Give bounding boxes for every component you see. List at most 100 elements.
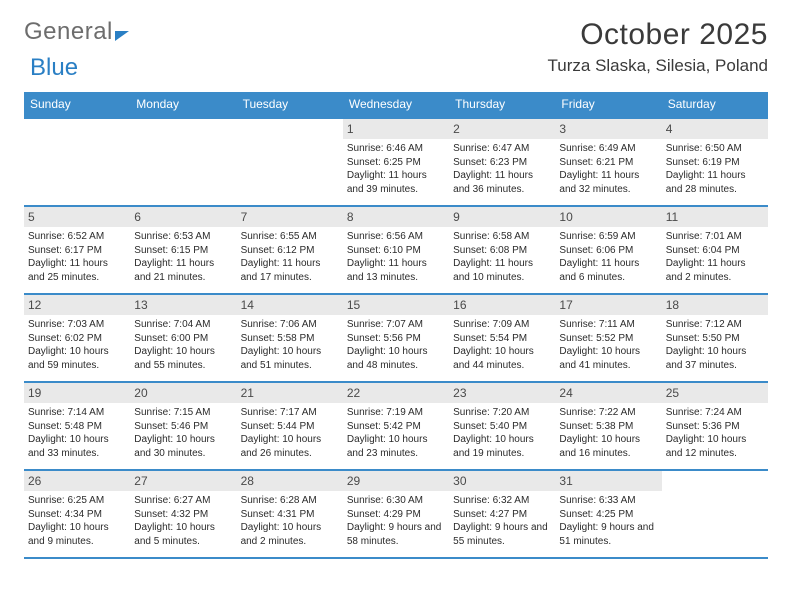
sunset: Sunset: 5:54 PM: [453, 332, 551, 346]
sunset: Sunset: 4:34 PM: [28, 508, 126, 522]
sunrise: Sunrise: 7:09 AM: [453, 318, 551, 332]
day-cell: [237, 119, 343, 205]
daylight: Daylight: 11 hours and 6 minutes.: [559, 257, 657, 284]
day-info: Sunrise: 6:53 AMSunset: 6:15 PMDaylight:…: [134, 230, 232, 284]
sunrise: Sunrise: 7:04 AM: [134, 318, 232, 332]
day-cell: 8Sunrise: 6:56 AMSunset: 6:10 PMDaylight…: [343, 207, 449, 293]
daylight: Daylight: 9 hours and 55 minutes.: [453, 521, 551, 548]
day-info: Sunrise: 7:01 AMSunset: 6:04 PMDaylight:…: [666, 230, 764, 284]
day-cell: 29 Sunrise: 6:30 AMSunset: 4:29 PMDayligh…: [343, 471, 449, 557]
calendar-page: General October 2025 Turza Slaska, Siles…: [0, 0, 792, 577]
sunrise: Sunrise: 6:25 AM: [28, 494, 126, 508]
day-number: 16: [449, 295, 555, 315]
day-cell: 7Sunrise: 6:55 AMSunset: 6:12 PMDaylight…: [237, 207, 343, 293]
sunset: Sunset: 4:25 PM: [559, 508, 657, 522]
sunset: Sunset: 6:02 PM: [28, 332, 126, 346]
sunrise: Sunrise: 6:28 AM: [241, 494, 339, 508]
day-number: 27: [130, 471, 236, 491]
day-info: Sunrise: 7:20 AMSunset: 5:40 PMDaylight:…: [453, 406, 551, 460]
sunrise: Sunrise: 6:30 AM: [347, 494, 445, 508]
sunset: Sunset: 6:15 PM: [134, 244, 232, 258]
sunset: Sunset: 5:52 PM: [559, 332, 657, 346]
weeks-container: 1Sunrise: 6:46 AMSunset: 6:25 PMDaylight…: [24, 117, 768, 557]
sunrise: Sunrise: 7:24 AM: [666, 406, 764, 420]
week-row: 5Sunrise: 6:52 AMSunset: 6:17 PMDaylight…: [24, 205, 768, 293]
week-row: 26 Sunrise: 6:25 AMSunset: 4:34 PM Dayligh…: [24, 469, 768, 557]
day-number: 20: [130, 383, 236, 403]
day-info: Sunrise: 6:30 AMSunset: 4:29 PMDaylight:…: [347, 494, 445, 548]
dayname: Sunday: [24, 92, 130, 117]
day-number: 8: [343, 207, 449, 227]
day-cell: 21Sunrise: 7:17 AMSunset: 5:44 PMDayligh…: [237, 383, 343, 469]
daylight: Daylight: 11 hours and 21 minutes.: [134, 257, 232, 284]
dayname: Saturday: [662, 92, 768, 117]
day-number: 29: [343, 471, 449, 491]
day-number: 15: [343, 295, 449, 315]
daylight: Daylight: 10 hours and 16 minutes.: [559, 433, 657, 460]
daylight: Daylight: 11 hours and 13 minutes.: [347, 257, 445, 284]
daylight: Daylight: 11 hours and 17 minutes.: [241, 257, 339, 284]
dayname: Thursday: [449, 92, 555, 117]
sunrise: Sunrise: 6:53 AM: [134, 230, 232, 244]
day-cell: 19Sunrise: 7:14 AMSunset: 5:48 PMDayligh…: [24, 383, 130, 469]
day-info: Sunrise: 6:49 AMSunset: 6:21 PMDaylight:…: [559, 142, 657, 196]
day-number: 31: [555, 471, 661, 491]
sunset: Sunset: 6:06 PM: [559, 244, 657, 258]
sunset: Sunset: 4:32 PM: [134, 508, 232, 522]
day-number: 2: [449, 119, 555, 139]
sunset: Sunset: 6:08 PM: [453, 244, 551, 258]
month-title: October 2025: [548, 18, 768, 52]
day-info: Sunrise: 7:03 AMSunset: 6:02 PMDaylight:…: [28, 318, 126, 372]
brand-text-gray: General: [24, 18, 113, 46]
day-info: Sunrise: 6:47 AMSunset: 6:23 PMDaylight:…: [453, 142, 551, 196]
day-number: 4: [662, 119, 768, 139]
day-number: 3: [555, 119, 661, 139]
day-cell: 26Sunrise: 6:25 AMSunset: 4:34 PMDayligh…: [24, 471, 130, 557]
sunrise: Sunrise: 7:07 AM: [347, 318, 445, 332]
sunrise: Sunrise: 6:32 AM: [453, 494, 551, 508]
daylight: Daylight: 11 hours and 39 minutes.: [347, 169, 445, 196]
day-cell: [24, 119, 130, 205]
dayname-row: Sunday Monday Tuesday Wednesday Thursday…: [24, 92, 768, 117]
sunrise: Sunrise: 6:27 AM: [134, 494, 232, 508]
calendar: Sunday Monday Tuesday Wednesday Thursday…: [24, 92, 768, 559]
daylight: Daylight: 10 hours and 33 minutes.: [28, 433, 126, 460]
sunrise: Sunrise: 7:22 AM: [559, 406, 657, 420]
sunset: Sunset: 6:04 PM: [666, 244, 764, 258]
day-number: 10: [555, 207, 661, 227]
sunset: Sunset: 6:25 PM: [347, 156, 445, 170]
day-cell: 17Sunrise: 7:11 AMSunset: 5:52 PMDayligh…: [555, 295, 661, 381]
day-number: 12: [24, 295, 130, 315]
day-number: 21: [237, 383, 343, 403]
day-number: 26: [24, 471, 130, 491]
daylight: Daylight: 10 hours and 51 minutes.: [241, 345, 339, 372]
day-info: Sunrise: 7:22 AMSunset: 5:38 PMDaylight:…: [559, 406, 657, 460]
day-info: Sunrise: 7:04 AMSunset: 6:00 PMDaylight:…: [134, 318, 232, 372]
day-cell: 9Sunrise: 6:58 AMSunset: 6:08 PMDaylight…: [449, 207, 555, 293]
day-cell: 12 Sunrise: 7:03 AMSunset: 6:02 PMDayligh…: [24, 295, 130, 381]
day-number: 7: [237, 207, 343, 227]
daylight: Daylight: 10 hours and 44 minutes.: [453, 345, 551, 372]
sunset: Sunset: 6:23 PM: [453, 156, 551, 170]
sunset: Sunset: 6:12 PM: [241, 244, 339, 258]
sunrise: Sunrise: 6:52 AM: [28, 230, 126, 244]
day-number: 23: [449, 383, 555, 403]
day-cell: 2 Sunrise: 6:47 AMSunset: 6:23 PMDaylight…: [449, 119, 555, 205]
day-info: Sunrise: 6:28 AMSunset: 4:31 PMDaylight:…: [241, 494, 339, 548]
daylight: Daylight: 10 hours and 41 minutes.: [559, 345, 657, 372]
daylight: Daylight: 10 hours and 48 minutes.: [347, 345, 445, 372]
day-number: 5: [24, 207, 130, 227]
day-info: Sunrise: 7:06 AMSunset: 5:58 PMDaylight:…: [241, 318, 339, 372]
sunrise: Sunrise: 7:20 AM: [453, 406, 551, 420]
day-info: Sunrise: 6:50 AMSunset: 6:19 PMDaylight:…: [666, 142, 764, 196]
sunset: Sunset: 6:00 PM: [134, 332, 232, 346]
daylight: Daylight: 11 hours and 28 minutes.: [666, 169, 764, 196]
day-number: 17: [555, 295, 661, 315]
day-number: 22: [343, 383, 449, 403]
brand-logo: General: [24, 18, 130, 46]
day-number: 18: [662, 295, 768, 315]
week-row: 12 Sunrise: 7:03 AMSunset: 6:02 PMDayligh…: [24, 293, 768, 381]
sunrise: Sunrise: 6:33 AM: [559, 494, 657, 508]
day-cell: 23 Sunrise: 7:20 AMSunset: 5:40 PMDayligh…: [449, 383, 555, 469]
day-cell: 14Sunrise: 7:06 AMSunset: 5:58 PMDayligh…: [237, 295, 343, 381]
